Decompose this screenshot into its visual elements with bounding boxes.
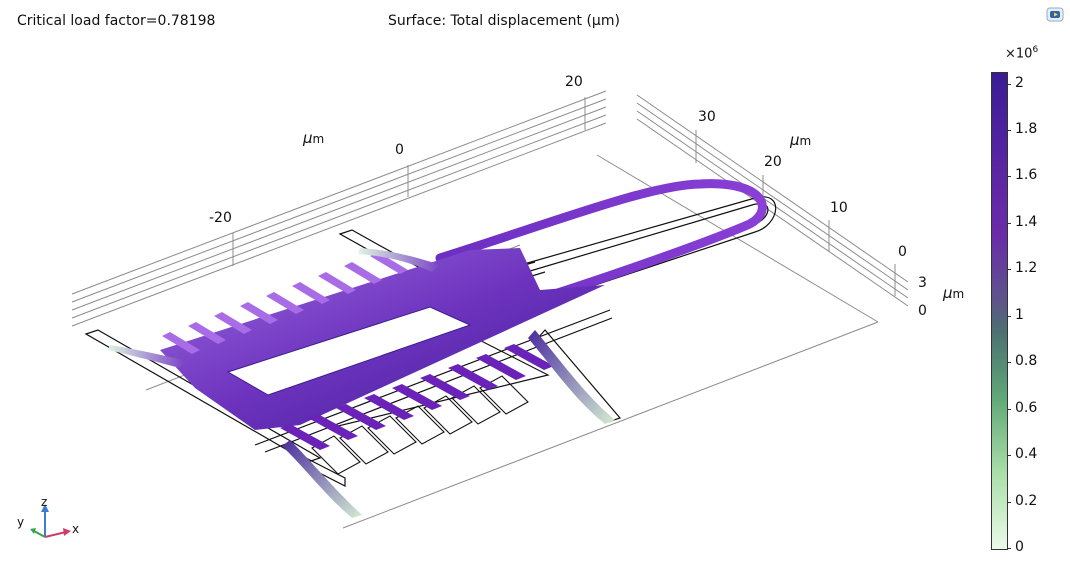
y-tick-label: 0 [898, 244, 907, 260]
y-tick-label: 30 [698, 109, 716, 125]
colorbar-tick-mark [1007, 176, 1011, 178]
colorbar-tick-label: 1.2 [1015, 260, 1038, 277]
x-axis-unit: µm [302, 129, 324, 147]
colorbar [991, 72, 1008, 550]
colorbar-tick-label: 1.8 [1015, 121, 1038, 138]
x-tick-label: 0 [395, 142, 404, 158]
colorbar-tick-label: 0.8 [1015, 353, 1038, 370]
colorbar-tick-label: 1.6 [1015, 167, 1038, 184]
colorbar-tick-label: 0.4 [1015, 446, 1038, 463]
y-tick-label: 20 [764, 154, 782, 170]
z-tick-label: 0 [918, 303, 927, 319]
colorbar-tick-label: 0 [1015, 539, 1024, 555]
undeformed-fingers [311, 375, 529, 475]
critical-load-factor-label: Critical load factor=0.78198 [17, 13, 216, 29]
colorbar-tick-label: 2 [1015, 74, 1024, 91]
colorbar-tick-mark [1007, 548, 1011, 549]
colorbar-tick-label: 1.4 [1015, 213, 1038, 230]
colorbar-tick-mark [1007, 455, 1011, 457]
z-axis-unit: µm [942, 284, 964, 302]
3d-graphics-view[interactable]: -20 0 20 30 20 10 0 3 0 µm µm µm [0, 0, 980, 585]
plot-title: Surface: Total displacement (µm) [388, 13, 620, 29]
colorbar-exponent: ×106 [1005, 45, 1039, 62]
comsol-view-icon[interactable] [1046, 6, 1064, 24]
x-tick-label: 20 [565, 74, 583, 90]
colorbar-tick-label: 0.2 [1015, 492, 1038, 509]
colorbar-tick-mark [1007, 315, 1011, 317]
triad-z-label: z [41, 496, 47, 509]
colorbar-tick-mark [1007, 130, 1011, 132]
colorbar-tick-mark [1007, 83, 1011, 85]
colorbar-tick-mark [1007, 501, 1011, 503]
colorbar-tick-mark [1007, 408, 1011, 410]
y-tick-label: 10 [830, 200, 848, 216]
deformed-loop [435, 179, 767, 310]
colorbar-tick-mark [1007, 362, 1011, 364]
deformed-legs [108, 248, 615, 518]
colorbar-tick-label: 1 [1015, 306, 1024, 323]
triad-x-label: x [72, 522, 79, 536]
z-tick-label: 3 [918, 275, 927, 291]
coordinate-triad: z y x [17, 496, 79, 538]
y-axis-unit: µm [789, 131, 811, 149]
colorbar-tick-mark [1007, 222, 1011, 224]
colorbar-tick-mark [1007, 269, 1011, 271]
upper-comb-fingers [162, 252, 408, 354]
axis-grid [71, 90, 909, 529]
colorbar-tick-label: 0.6 [1015, 399, 1038, 416]
triad-y-label: y [17, 515, 24, 529]
deformed-structure [160, 248, 605, 430]
lower-comb-fingers [280, 344, 554, 450]
x-tick-label: -20 [209, 210, 232, 226]
